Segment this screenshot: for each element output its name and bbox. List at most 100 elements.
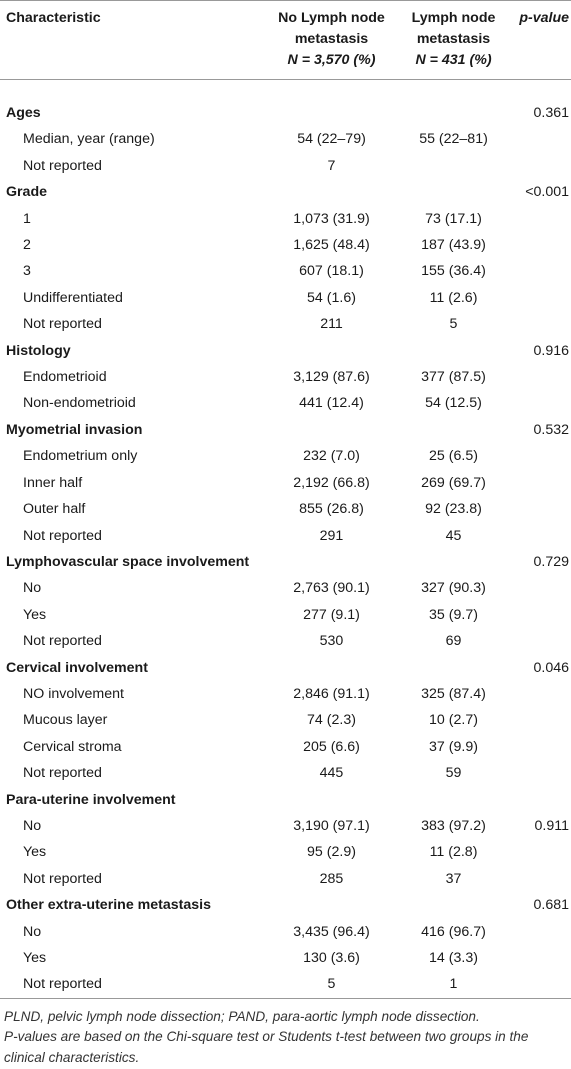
row-label: Non-endometrioid — [23, 395, 136, 412]
section-header-row: Cervical involvement 0.046 — [0, 655, 571, 681]
value-metastasis: 325 (87.4) — [421, 685, 486, 702]
spacer-row — [0, 80, 571, 101]
row-pvalue — [509, 311, 571, 337]
section-title: Ages — [6, 105, 41, 121]
value-no-metastasis: 3,129 (87.6) — [293, 369, 370, 386]
value-no-metastasis: 855 (26.8) — [299, 501, 364, 518]
table-row: Not reported 285 37 — [0, 866, 571, 892]
row-label: Not reported — [0, 971, 265, 999]
row-pvalue — [509, 575, 571, 601]
empty-cell — [265, 787, 398, 813]
row-pvalue: 0.911 — [534, 817, 569, 834]
empty-cell — [398, 338, 509, 364]
table-row: NO involvement 2,846 (91.1) 325 (87.4) — [0, 681, 571, 707]
row-label: Endometrioid — [23, 369, 107, 386]
value-metastasis: 11 (2.6) — [429, 289, 478, 306]
section-title: Lymphovascular space involvement — [6, 553, 250, 570]
row-label: Undifferentiated — [23, 289, 123, 306]
empty-cell — [265, 179, 398, 205]
row-label: NO involvement — [23, 685, 124, 702]
footnote-abbreviations: PLND, pelvic lymph node dissection; PAND… — [4, 1008, 480, 1024]
table-row: Endometrium only 232 (7.0) 25 (6.5) — [0, 443, 571, 469]
section-pvalue: 0.681 — [533, 897, 569, 914]
value-metastasis: 37 (9.9) — [429, 738, 478, 755]
row-label: Not reported — [23, 316, 102, 333]
value-no-metastasis: 277 (9.1) — [303, 606, 360, 623]
row-label: 1 — [23, 210, 31, 227]
value-metastasis — [398, 153, 509, 179]
section-pvalue: 0.916 — [533, 342, 569, 359]
row-label: Not reported — [23, 633, 102, 650]
value-metastasis: 45 — [445, 527, 462, 544]
row-label: Outer half — [23, 501, 86, 518]
table-row: No 2,763 (90.1) 327 (90.3) — [0, 575, 571, 601]
table-row: No 3,190 (97.1) 383 (97.2) 0.911 — [0, 813, 571, 839]
table-row: Not reported 530 69 — [0, 628, 571, 654]
row-label: Yes — [23, 950, 47, 966]
value-metastasis: 35 (9.7) — [429, 606, 478, 623]
value-metastasis: 327 (90.3) — [421, 580, 486, 597]
row-label: No — [23, 817, 42, 834]
value-metastasis: 25 (6.5) — [429, 448, 478, 465]
table-row: Yes 95 (2.9) 11 (2.8) — [0, 839, 571, 865]
empty-cell — [398, 549, 509, 575]
row-label: 2 — [23, 237, 31, 254]
table-row: Undifferentiated 54 (1.6) 11 (2.6) — [0, 285, 571, 311]
table-row: Endometrioid 3,129 (87.6) 377 (87.5) — [0, 364, 571, 390]
empty-cell — [398, 655, 509, 681]
table-row: No 3,435 (96.4) 416 (96.7) — [0, 919, 571, 945]
value-metastasis: 377 (87.5) — [421, 369, 486, 386]
row-pvalue — [509, 628, 571, 654]
empty-cell — [265, 100, 398, 126]
row-label: Not reported — [23, 527, 102, 544]
section-title: Para-uterine involvement — [6, 791, 176, 808]
row-label: Cervical stroma — [23, 738, 122, 755]
value-metastasis: 155 (36.4) — [421, 263, 486, 280]
value-no-metastasis: 54 (1.6) — [307, 289, 356, 306]
value-no-metastasis: 232 (7.0) — [303, 448, 360, 465]
empty-cell — [265, 549, 398, 575]
row-pvalue — [509, 602, 571, 628]
row-pvalue — [509, 523, 571, 549]
row-label: Yes — [23, 844, 47, 861]
row-label: 3 — [23, 263, 31, 280]
row-label: Not reported — [23, 157, 102, 174]
header-metastasis-count: N = 431 (%) — [415, 52, 492, 68]
footnote-pvalue-method: P-values are based on the Chi-square tes… — [4, 1029, 529, 1065]
value-no-metastasis: 54 (22–79) — [297, 131, 366, 148]
table-row: 2 1,625 (48.4) 187 (43.9) — [0, 232, 571, 258]
value-metastasis: 10 (2.7) — [429, 712, 478, 729]
row-pvalue — [509, 919, 571, 945]
row-pvalue — [509, 945, 571, 971]
row-pvalue — [509, 364, 571, 390]
value-metastasis: 54 (12.5) — [425, 395, 482, 412]
value-no-metastasis: 3,190 (97.1) — [293, 817, 370, 834]
value-no-metastasis: 445 — [319, 765, 344, 782]
row-label: Mucous layer — [23, 712, 108, 729]
table-row: Inner half 2,192 (66.8) 269 (69.7) — [0, 470, 571, 496]
value-no-metastasis: 7 — [327, 157, 336, 174]
value-metastasis: 5 — [449, 316, 458, 333]
table-row: Not reported 211 5 — [0, 311, 571, 337]
section-pvalue: 0.361 — [533, 105, 569, 121]
row-pvalue — [509, 734, 571, 760]
section-title: Myometrial invasion — [6, 421, 143, 438]
value-metastasis: 1 — [398, 971, 509, 999]
row-pvalue — [509, 971, 571, 999]
empty-cell — [398, 417, 509, 443]
table-row: 1 1,073 (31.9) 73 (17.1) — [0, 206, 571, 232]
table-row: Not reported 291 45 — [0, 523, 571, 549]
empty-cell — [398, 179, 509, 205]
value-no-metastasis: 211 — [320, 316, 343, 333]
header-characteristic: Characteristic — [6, 10, 101, 26]
section-header-row: Myometrial invasion 0.532 — [0, 417, 571, 443]
row-label: Not reported — [23, 765, 102, 782]
empty-cell — [265, 417, 398, 443]
table-row: Yes 130 (3.6) 14 (3.3) — [0, 945, 571, 971]
table-row: Not reported 5 1 — [0, 971, 571, 999]
row-label: Inner half — [23, 474, 83, 491]
row-pvalue — [509, 443, 571, 469]
row-label: Yes — [23, 606, 47, 623]
value-no-metastasis: 74 (2.3) — [307, 712, 356, 729]
